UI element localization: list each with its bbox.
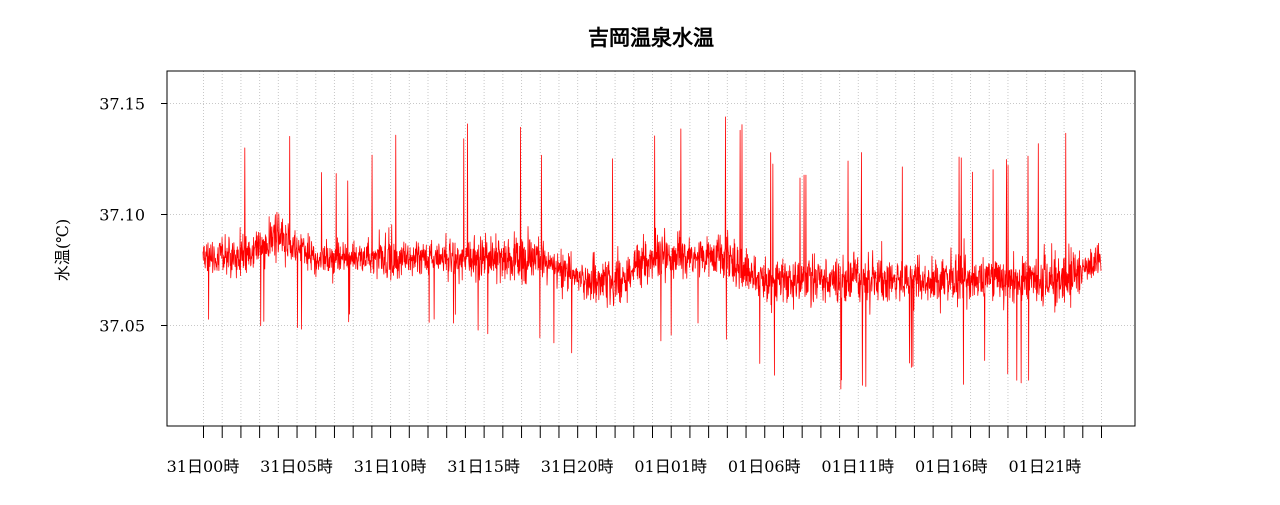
y-axis: 37.05 37.10 37.15 bbox=[99, 95, 167, 336]
y-tick-label: 37.10 bbox=[99, 206, 145, 225]
x-axis: 31日00時 31日05時 31日10時 31日15時 31日20時 01日01時 01日0… bbox=[167, 426, 1102, 476]
x-tick-label: 01日01時 bbox=[634, 457, 707, 476]
x-tick-label: 01日21時 bbox=[1009, 457, 1082, 476]
y-axis-label: 水温(℃) bbox=[53, 219, 72, 281]
y-tick-label: 37.15 bbox=[99, 95, 145, 114]
y-tick-label: 37.05 bbox=[99, 317, 145, 336]
x-tick-label: 01日16時 bbox=[915, 457, 988, 476]
chart-title: 吉岡温泉水温 bbox=[588, 25, 714, 50]
x-tick-label: 31日10時 bbox=[354, 457, 427, 476]
x-tick-label: 31日05時 bbox=[260, 457, 333, 476]
series-line bbox=[202, 116, 1102, 390]
x-tick-label: 01日11時 bbox=[821, 457, 894, 476]
x-tick-label: 01日06時 bbox=[728, 457, 801, 476]
plot-frame bbox=[166, 70, 1136, 427]
x-tick-label: 31日15時 bbox=[447, 457, 520, 476]
x-tick-label: 31日20時 bbox=[541, 457, 614, 476]
x-tick-label: 31日00時 bbox=[167, 457, 240, 476]
series-line-water-temperature bbox=[202, 116, 1102, 390]
